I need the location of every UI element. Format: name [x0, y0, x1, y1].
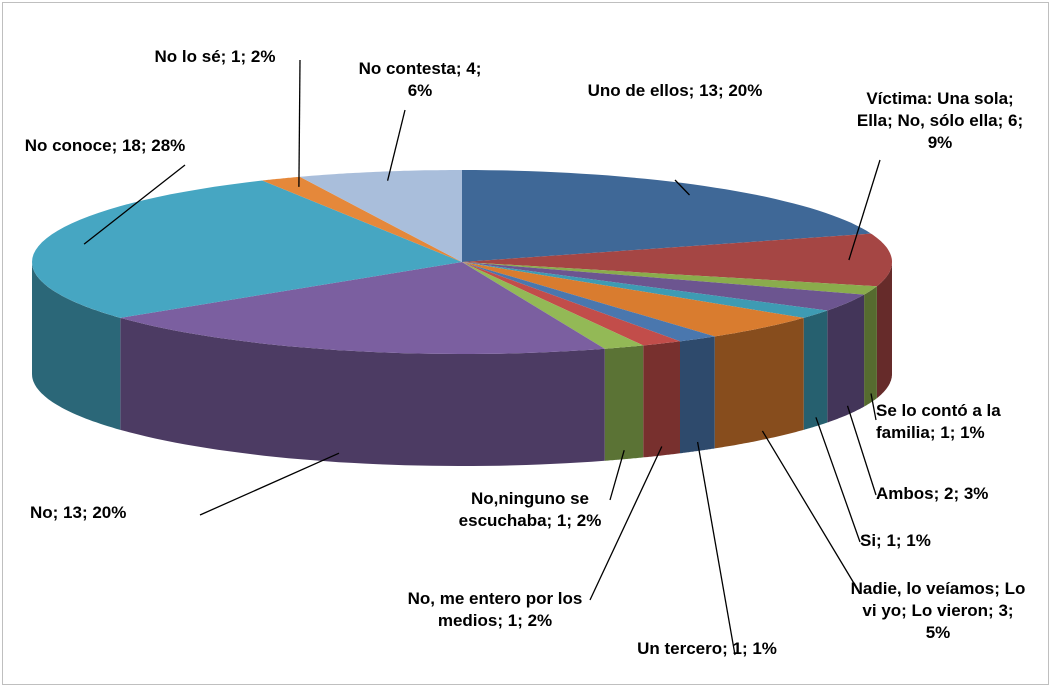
pie-slice [299, 170, 462, 262]
pie-slice [462, 262, 877, 295]
data-label: Víctima: Una sola; Ella; No, sólo ella; … [856, 89, 1024, 152]
leader-line [696, 441, 736, 656]
pie-side [680, 336, 715, 454]
pie-side [714, 317, 804, 449]
leader-line [83, 164, 186, 245]
leader-line [609, 450, 625, 501]
pie-side [864, 286, 877, 407]
leader-line [815, 417, 861, 543]
pie-slice [462, 262, 715, 342]
pie-slice [462, 262, 804, 337]
leader-line [386, 109, 406, 181]
leader-line [199, 452, 340, 516]
data-label: No contesta; 4; 6% [358, 59, 482, 100]
pie-side [876, 262, 892, 399]
pie-slice [262, 176, 462, 262]
data-label: Uno de ellos; 13; 20% [587, 81, 763, 100]
data-label: Nadie, lo veíamos; Lo vi yo; Lo vieron; … [850, 579, 1026, 642]
pie-side [120, 317, 605, 466]
data-label: No conoce; 18; 28% [24, 136, 186, 155]
pie-slice [462, 170, 871, 262]
pie-side [604, 345, 644, 461]
data-label: No lo sé; 1; 2% [154, 47, 276, 66]
pie-side [643, 341, 680, 458]
data-label: Se lo contó a la familia; 1; 1% [876, 401, 1001, 442]
pie-side [803, 310, 828, 430]
leader-line [298, 59, 301, 187]
data-label: Si; 1; 1% [860, 531, 931, 550]
leader-line [761, 430, 859, 591]
pie-slice [462, 262, 644, 349]
data-label: Un tercero; 1; 1% [637, 639, 777, 658]
leader-line [674, 179, 690, 196]
data-label: No,ninguno se escuchaba; 1; 2% [458, 489, 602, 530]
data-label: No, me entero por los medios; 1; 2% [407, 589, 583, 630]
pie-slice [462, 262, 828, 318]
pie-side [827, 294, 865, 423]
leader-line [589, 446, 663, 601]
leader-line [870, 393, 877, 421]
data-label: No; 13; 20% [30, 503, 127, 522]
pie-slice [120, 262, 605, 354]
pie-slice [462, 262, 865, 311]
pie-slice [462, 233, 892, 287]
leader-line [848, 159, 881, 261]
pie-slice [462, 262, 680, 346]
pie-slice [32, 180, 462, 318]
data-label: Ambos; 2; 3% [876, 484, 989, 503]
pie-side [32, 262, 121, 430]
leader-line [846, 405, 877, 496]
